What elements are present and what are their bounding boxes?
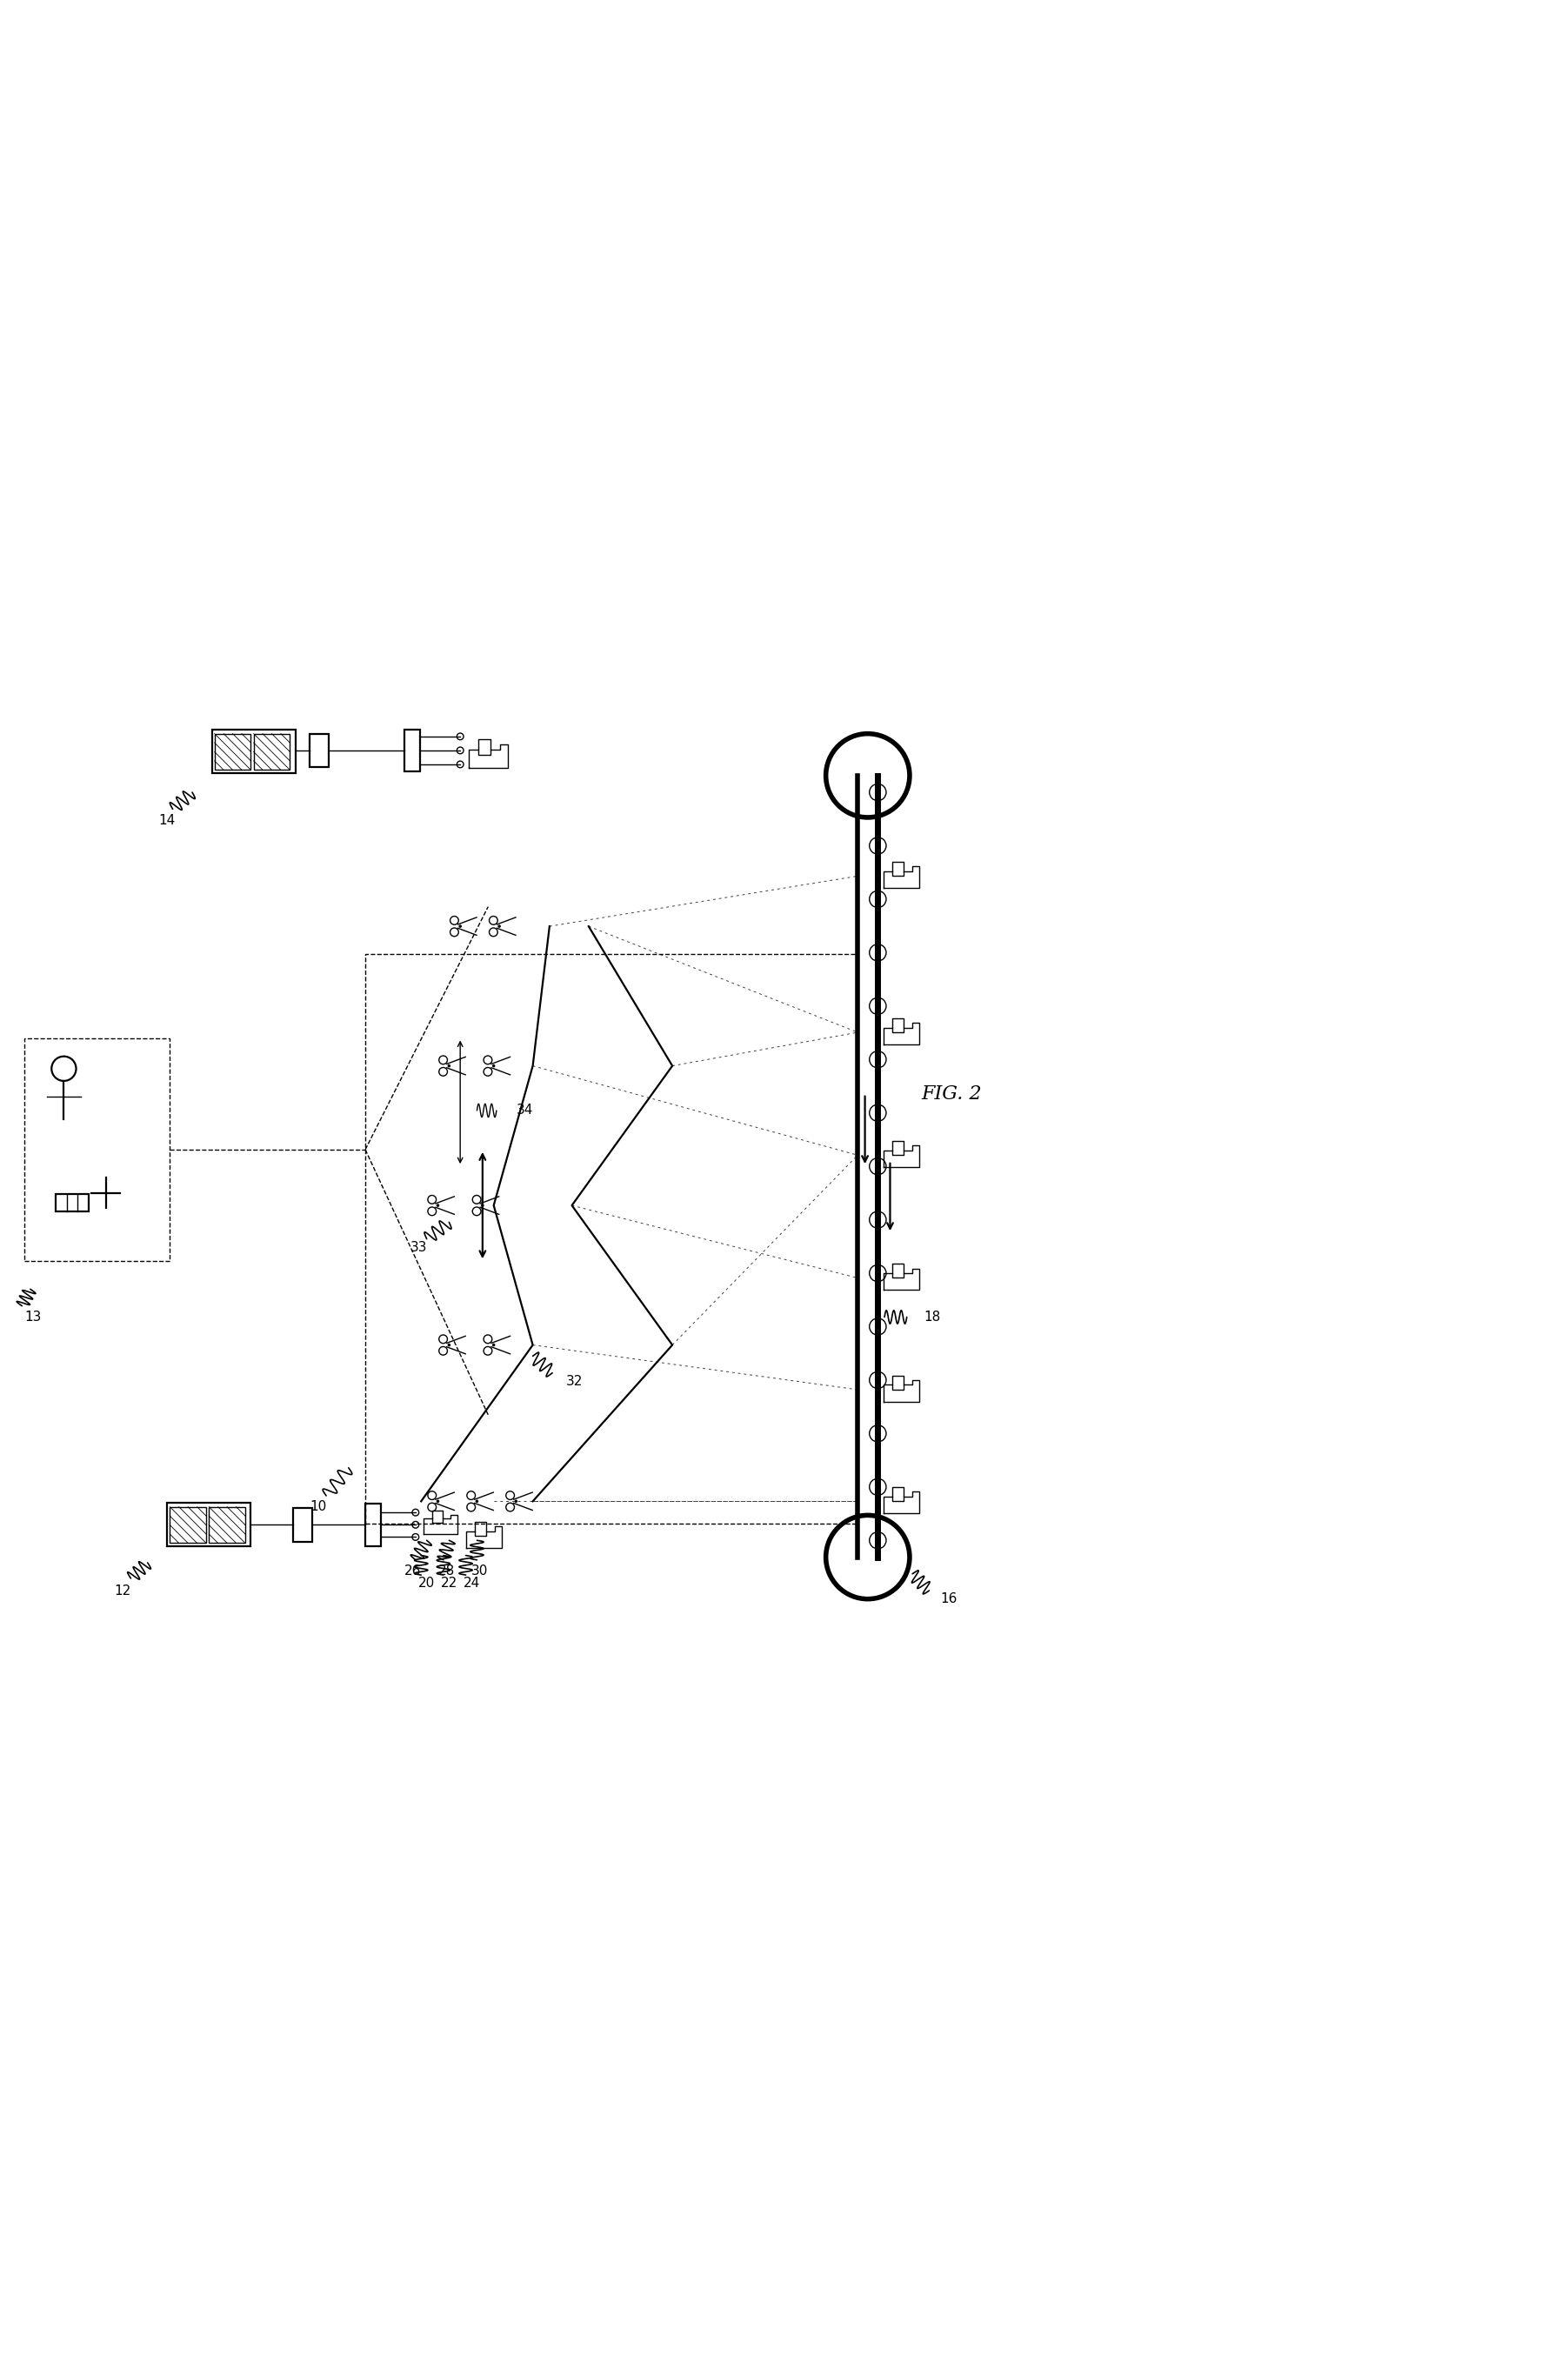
Text: 16: 16 [941, 1592, 956, 1606]
Text: 28: 28 [437, 1564, 455, 1578]
Text: 32: 32 [566, 1375, 583, 1387]
Bar [212, 730, 295, 772]
Text: 33: 33 [409, 1241, 426, 1253]
Bar [169, 1507, 205, 1543]
Text: 13: 13 [25, 1309, 42, 1324]
Text: 18: 18 [924, 1309, 941, 1324]
Bar [254, 735, 290, 770]
Bar [309, 735, 329, 768]
Bar [215, 735, 251, 770]
Text: 30: 30 [472, 1564, 488, 1578]
Text: 12: 12 [114, 1585, 130, 1597]
Text: 14: 14 [158, 815, 176, 827]
Text: 24: 24 [463, 1578, 480, 1590]
Bar [365, 1502, 381, 1545]
Text: 26: 26 [405, 1564, 422, 1578]
Bar [365, 954, 856, 1524]
Bar [293, 1507, 312, 1543]
Bar [209, 1507, 245, 1543]
Text: 34: 34 [516, 1104, 533, 1116]
Text: 22: 22 [441, 1578, 458, 1590]
Bar [25, 1039, 169, 1262]
Text: 10: 10 [309, 1500, 326, 1514]
Bar [168, 1502, 251, 1545]
Bar [405, 730, 420, 772]
Text: FIG. 2: FIG. 2 [922, 1083, 982, 1104]
Text: 20: 20 [419, 1578, 434, 1590]
Bar [55, 1194, 89, 1210]
